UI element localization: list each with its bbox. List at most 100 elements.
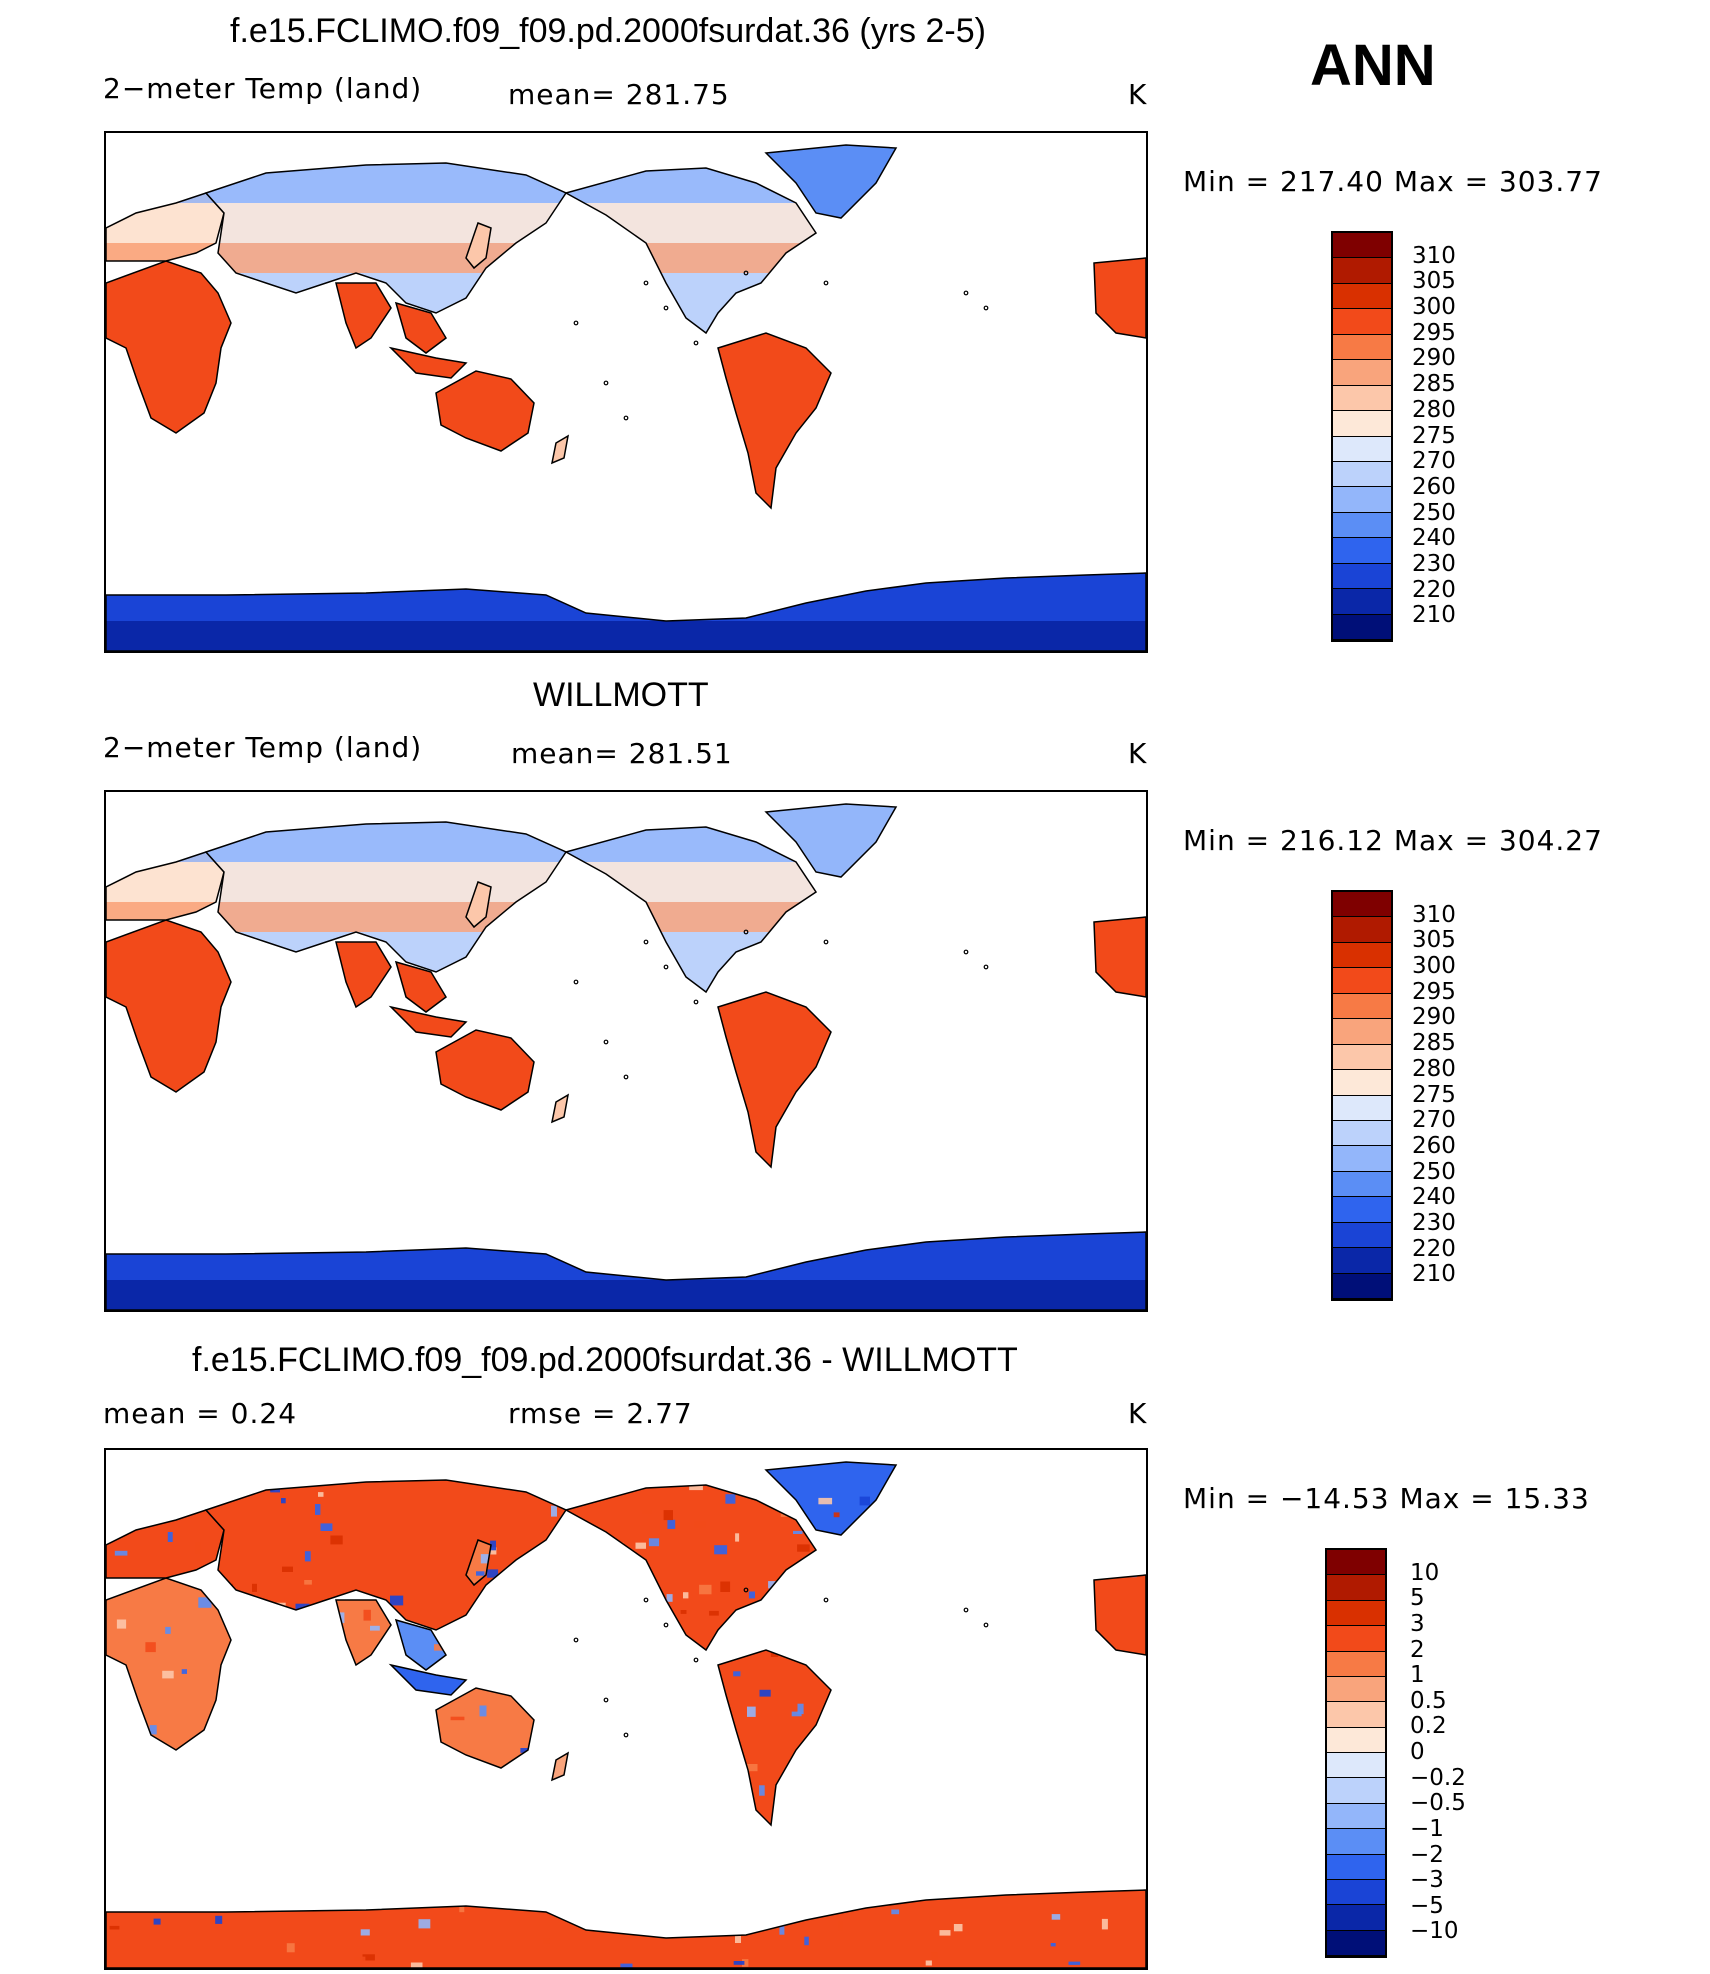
diff-speckle bbox=[797, 1762, 810, 1769]
diff-speckle bbox=[952, 1549, 957, 1555]
diff-speckle bbox=[975, 1601, 987, 1604]
diff-speckle bbox=[611, 1799, 619, 1808]
diff-speckle bbox=[869, 1844, 881, 1851]
diff-speckle bbox=[668, 1724, 680, 1729]
diff-speckle bbox=[498, 1599, 506, 1605]
island-outline bbox=[573, 979, 579, 985]
diff-speckle bbox=[279, 1770, 292, 1773]
diff-speckle bbox=[901, 1462, 909, 1469]
diff-speckle bbox=[1052, 1786, 1062, 1791]
diff-speckle bbox=[209, 1770, 219, 1778]
diff-speckle bbox=[858, 1614, 865, 1621]
diff-speckle bbox=[614, 1823, 620, 1832]
diff-speckle bbox=[712, 1664, 717, 1669]
diff-speckle bbox=[229, 1822, 235, 1828]
panel-1-variable-label: 2−meter Temp (land) bbox=[103, 72, 423, 105]
diff-speckle bbox=[870, 1792, 881, 1796]
diff-speckle bbox=[908, 1742, 918, 1749]
diff-speckle bbox=[377, 1455, 384, 1462]
panel-3-units: K bbox=[1128, 1397, 1148, 1430]
diff-speckle bbox=[1007, 1846, 1020, 1855]
lat-band bbox=[206, 862, 566, 902]
diff-speckle bbox=[444, 1856, 452, 1860]
coastline-africa bbox=[106, 919, 232, 1093]
diff-speckle bbox=[607, 1904, 613, 1911]
diff-speckle bbox=[540, 1858, 544, 1861]
diff-speckle bbox=[629, 1591, 638, 1597]
diff-speckle bbox=[608, 1887, 616, 1894]
diff-speckle bbox=[962, 1691, 970, 1694]
diff-speckle bbox=[615, 1855, 623, 1858]
diff-speckle bbox=[572, 1600, 581, 1607]
diff-speckle bbox=[1022, 1509, 1035, 1513]
diff-speckle bbox=[817, 1883, 826, 1887]
diff-speckle bbox=[392, 1754, 399, 1758]
coastline-namerica bbox=[564, 1484, 818, 1652]
diff-speckle bbox=[501, 1885, 511, 1891]
diff-speckle bbox=[769, 1633, 782, 1637]
diff-speckle bbox=[1039, 1865, 1044, 1874]
diff-speckle bbox=[956, 1567, 967, 1573]
diff-speckle bbox=[1038, 1853, 1049, 1856]
colorbar-tick-label: 300 bbox=[1412, 953, 1456, 980]
diff-speckle bbox=[860, 1688, 869, 1692]
diff-speckle bbox=[1080, 1594, 1084, 1605]
diff-speckle bbox=[863, 1571, 871, 1576]
diff-speckle bbox=[1016, 1780, 1026, 1787]
diff-speckle bbox=[450, 1630, 461, 1639]
diff-speckle bbox=[971, 1818, 980, 1827]
diff-speckle bbox=[260, 1861, 265, 1865]
diff-speckle bbox=[383, 1681, 394, 1692]
diff-speckle bbox=[644, 1891, 652, 1897]
colorbar-tick-label: −3 bbox=[1410, 1867, 1444, 1894]
diff-speckle bbox=[508, 1639, 521, 1648]
diff-speckle bbox=[345, 1862, 359, 1869]
diff-speckle bbox=[875, 1621, 888, 1630]
diff-speckle bbox=[814, 1819, 819, 1826]
diff-speckle bbox=[709, 1456, 719, 1462]
diff-speckle bbox=[580, 1665, 593, 1673]
diff-speckle bbox=[827, 1623, 833, 1629]
diff-speckle bbox=[562, 1693, 576, 1698]
diff-speckle bbox=[322, 1692, 333, 1698]
coastline-westafrica bbox=[1093, 257, 1146, 339]
diff-speckle bbox=[360, 1786, 371, 1794]
diff-speckle bbox=[659, 1604, 663, 1613]
diff-speckle bbox=[1024, 1564, 1030, 1573]
diff-speckle bbox=[525, 1849, 535, 1857]
diff-speckle bbox=[1101, 1879, 1106, 1888]
diff-speckle bbox=[978, 1648, 984, 1655]
diff-speckle bbox=[738, 1477, 748, 1485]
diff-speckle bbox=[465, 1882, 472, 1893]
diff-speckle bbox=[361, 1691, 367, 1699]
diff-speckle bbox=[609, 1560, 614, 1570]
diff-speckle bbox=[884, 1854, 895, 1864]
diff-speckle bbox=[962, 1787, 974, 1797]
diff-speckle bbox=[327, 1849, 336, 1855]
diff-speckle bbox=[439, 1792, 451, 1802]
diff-speckle bbox=[465, 1459, 470, 1463]
diff-speckle bbox=[643, 1720, 649, 1725]
diff-speckle bbox=[367, 1789, 379, 1793]
diff-speckle bbox=[369, 1693, 382, 1700]
colorbar-segment bbox=[1333, 1019, 1391, 1045]
diff-speckle bbox=[1103, 1846, 1117, 1854]
diff-speckle bbox=[178, 1888, 185, 1898]
diff-speckle bbox=[689, 1865, 697, 1875]
diff-speckle bbox=[600, 1705, 607, 1713]
diff-speckle bbox=[1005, 1766, 1009, 1773]
diff-speckle bbox=[738, 1459, 749, 1467]
diff-speckle bbox=[989, 1753, 1001, 1763]
diff-speckle bbox=[1088, 1710, 1096, 1721]
diff-speckle bbox=[495, 1801, 502, 1808]
diff-speckle bbox=[372, 1703, 376, 1713]
diff-speckle bbox=[252, 1850, 264, 1857]
diff-speckle bbox=[672, 1848, 681, 1859]
diff-speckle bbox=[117, 1878, 130, 1884]
diff-speckle bbox=[987, 1777, 996, 1783]
diff-speckle bbox=[639, 1894, 652, 1905]
colorbar-tick-label: 240 bbox=[1412, 525, 1456, 552]
diff-speckle bbox=[629, 1703, 637, 1710]
diff-speckle bbox=[305, 1846, 314, 1850]
diff-speckle bbox=[693, 1788, 699, 1797]
